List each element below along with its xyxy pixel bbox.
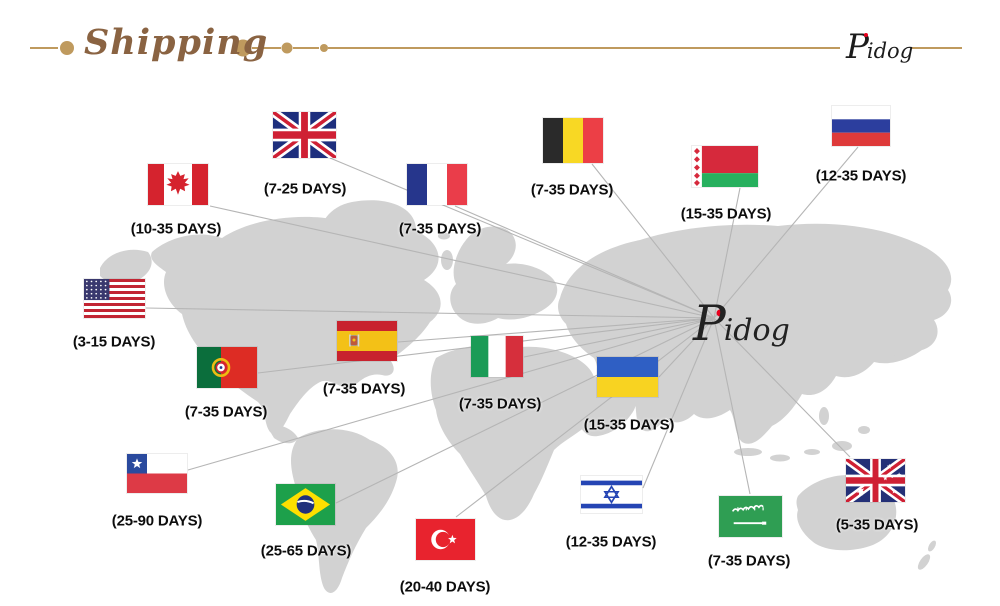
shipping-days-label: (25-65 DAYS) [260,542,352,560]
flag-es-spain [337,321,397,361]
map-watermark-logo: Pidog [693,296,790,352]
route-line-fr [454,205,715,319]
route-line-br [335,317,715,504]
route-line-ua [658,317,715,378]
shipping-days-label: (20-40 DAYS) [399,578,491,596]
flag-us-united-states [84,279,145,318]
route-line-tr [455,317,715,518]
shipping-days-label: (12-35 DAYS) [565,533,657,551]
route-line-by [713,187,741,319]
flag-au-australia [846,459,905,502]
flag-ru-russia [832,106,890,146]
shipping-days-label: (3-15 DAYS) [72,333,156,351]
origin-red-dot [716,309,724,317]
flag-it-italy [471,336,523,377]
flag-ca-canada [148,164,208,205]
route-line-be [591,163,715,319]
shipping-days-label: (7-35 DAYS) [458,395,542,413]
shipping-days-label: (7-35 DAYS) [184,403,268,421]
page-title: Shipping [84,22,269,63]
flag-ua-ukraine [597,357,658,397]
shipping-days-label: (15-35 DAYS) [583,416,675,434]
route-line-cl [187,317,715,471]
shipping-days-label: (12-35 DAYS) [815,167,907,185]
route-line-il [642,317,715,489]
shipping-days-label: (7-25 DAYS) [263,180,347,198]
brand-logo-red-dot [864,33,868,37]
flag-il-israel [581,476,642,513]
brand-logo: Pidog [846,27,914,67]
flag-tr-turkey [416,519,475,560]
shipping-days-label: (10-35 DAYS) [130,220,222,238]
flag-gb-united-kingdom [273,112,336,158]
shipping-days-label: (7-35 DAYS) [322,380,406,398]
route-line-us [145,307,715,319]
flag-by-belarus [692,146,758,187]
route-line-ca [209,205,715,319]
route-line-es [397,317,715,343]
shipping-days-label: (7-35 DAYS) [707,552,791,570]
flag-cl-chile [127,454,187,493]
flag-br-brazil [276,484,335,525]
shipping-days-label: (7-35 DAYS) [530,181,614,199]
flag-sa-saudi-arabia [719,496,782,537]
shipping-days-label: (25-90 DAYS) [111,512,203,530]
route-line-gb [329,157,715,319]
route-line-ru [713,146,859,319]
header-divider [30,39,962,57]
shipping-days-label: (5-35 DAYS) [835,516,919,534]
route-line-sa [713,317,751,495]
route-line-au [713,317,851,458]
flag-be-belgium [543,118,603,163]
flag-pt-portugal [197,347,257,388]
shipping-days-label: (15-35 DAYS) [680,205,772,223]
route-line-it [523,317,715,358]
shipping-days-label: (7-35 DAYS) [398,220,482,238]
flag-fr-france [407,164,467,205]
